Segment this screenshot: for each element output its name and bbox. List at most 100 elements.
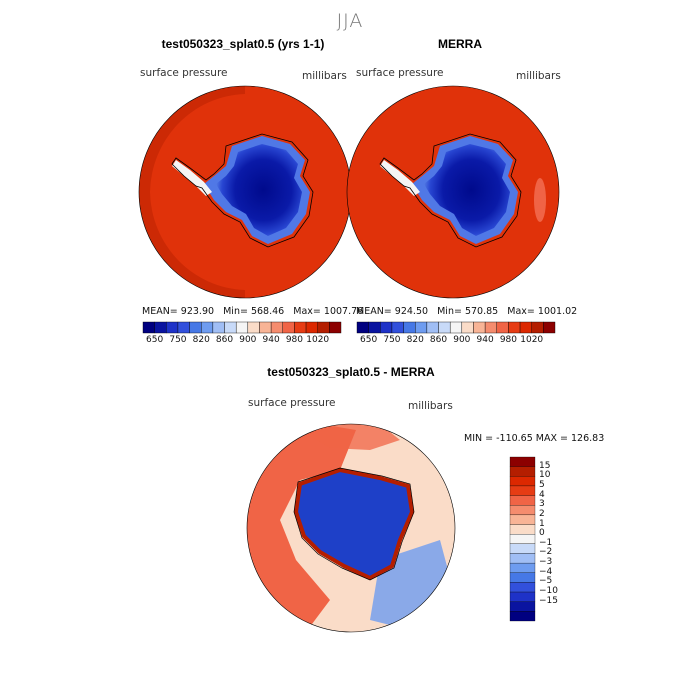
panel2-stats: MEAN= 924.50 Min= 570.85 Max= 1001.02 bbox=[356, 306, 577, 317]
diff-legend-tick-label: 10 bbox=[539, 470, 551, 481]
map2-coastline bbox=[379, 133, 522, 248]
colorbar1-tick-label: 980 bbox=[285, 335, 303, 345]
diff-legend-swatch bbox=[509, 611, 536, 622]
panel2-title: MERRA bbox=[438, 37, 482, 51]
colorbar1-swatch bbox=[224, 321, 237, 334]
colorbar1-swatch bbox=[270, 321, 283, 334]
diff-legend-swatch bbox=[509, 562, 536, 573]
colorbar1-swatch bbox=[154, 321, 167, 334]
season-title: JJA bbox=[336, 10, 364, 32]
map2-ice-interior bbox=[424, 144, 510, 236]
colorbar2-swatch bbox=[531, 321, 544, 334]
colorbar1-tick-label: 820 bbox=[192, 335, 210, 345]
diff-legend-tick-label: −10 bbox=[539, 586, 558, 597]
diff-legend-tick-label: 3 bbox=[539, 499, 545, 510]
colorbar1-swatch bbox=[282, 321, 295, 334]
diff-legend bbox=[509, 456, 536, 622]
diff-legend-tick-label: 1 bbox=[539, 518, 545, 529]
colorbar2-swatch bbox=[508, 321, 521, 334]
colorbar1-swatch bbox=[201, 321, 214, 334]
diff-range-text: MIN = -110.65 MAX = 126.83 bbox=[464, 433, 605, 444]
colorbar1-swatch bbox=[247, 321, 260, 334]
diff-legend-swatch bbox=[509, 485, 536, 496]
map1-ice-interior bbox=[216, 144, 302, 236]
diff-legend-tick-label: 2 bbox=[539, 508, 545, 519]
panel1-title: test050323_splat0.5 (yrs 1-1) bbox=[161, 37, 325, 51]
colorbar2-swatch bbox=[484, 321, 497, 334]
colorbar-panel2 bbox=[356, 321, 556, 334]
panel1-max-label: Max= bbox=[293, 306, 321, 317]
diff-legend-swatch bbox=[509, 514, 536, 525]
diff-legend-swatch bbox=[509, 476, 536, 487]
panel2-field-label: surface pressure bbox=[356, 67, 444, 79]
colorbar-panel1 bbox=[142, 321, 342, 334]
colorbar2-swatch bbox=[543, 321, 556, 334]
map2-border bbox=[346, 85, 560, 299]
diff-legend-tick-label: −3 bbox=[539, 557, 553, 568]
diff-legend-tick-label: −1 bbox=[539, 537, 553, 548]
panel2-mean-label: MEAN= bbox=[356, 306, 392, 317]
panel1-max: 1007.76 bbox=[323, 306, 364, 317]
map-panel1 bbox=[139, 86, 351, 298]
colorbar2-swatch bbox=[496, 321, 509, 334]
colorbar1-swatch bbox=[212, 321, 225, 334]
colorbar2-swatch bbox=[403, 321, 416, 334]
colorbar2-tick-label: 940 bbox=[476, 335, 494, 345]
diff-legend-swatch bbox=[509, 572, 536, 583]
colorbar2-swatch bbox=[380, 321, 393, 334]
colorbar2-swatch bbox=[368, 321, 381, 334]
colorbar2-tick-label: 860 bbox=[429, 335, 448, 345]
colorbar2-swatch bbox=[438, 321, 451, 334]
colorbar1-tick-label: 1020 bbox=[306, 335, 330, 345]
panel2-mean: 924.50 bbox=[394, 306, 429, 317]
colorbar1-tick-label: 750 bbox=[169, 335, 187, 345]
colorbar1-tick-label: 900 bbox=[239, 335, 257, 345]
colorbar2-tick-label: 900 bbox=[453, 335, 471, 345]
diff-legend-swatch bbox=[509, 456, 536, 467]
colorbar2-swatch bbox=[415, 321, 428, 334]
colorbar2-swatch bbox=[356, 321, 369, 334]
map1-outer-band bbox=[139, 86, 245, 298]
diff-field-label: surface pressure bbox=[248, 397, 336, 409]
colorbar1-swatch bbox=[259, 321, 272, 334]
colorbar2-swatch bbox=[461, 321, 474, 334]
map2-peninsula bbox=[380, 160, 420, 196]
panel1-units: millibars bbox=[302, 70, 347, 82]
panel2-min-label: Min= bbox=[437, 306, 462, 317]
diff-title: test050323_splat0.5 - MERRA bbox=[267, 365, 435, 379]
panel1-stats: MEAN= 923.90 Min= 568.46 Max= 1007.76 bbox=[142, 306, 363, 317]
diff-legend-swatch bbox=[509, 495, 536, 506]
diff-legend-tick-label: 15 bbox=[539, 460, 551, 471]
panel2-units: millibars bbox=[516, 70, 561, 82]
colorbar2-swatch bbox=[391, 321, 404, 334]
diff-ice-blue bbox=[296, 470, 412, 578]
colorbar1-swatch bbox=[235, 321, 249, 334]
colorbar2-swatch bbox=[426, 321, 439, 334]
colorbar1-tick-label: 860 bbox=[215, 335, 234, 345]
diff-legend-swatch bbox=[509, 582, 536, 593]
colorbar1-swatch bbox=[317, 321, 330, 334]
colorbar2-swatch bbox=[473, 321, 486, 334]
diff-map-border bbox=[246, 423, 456, 633]
colorbar1-swatch bbox=[177, 321, 190, 334]
colorbar1-swatch bbox=[189, 321, 202, 334]
diff-legend-tick-label: 5 bbox=[539, 479, 545, 490]
colorbar2-tick-label: 650 bbox=[360, 335, 378, 345]
diff-coastline bbox=[293, 467, 415, 581]
panel2-min: 570.85 bbox=[464, 306, 499, 317]
colorbar1-swatch bbox=[166, 321, 179, 334]
diff-legend-tick-label: −15 bbox=[539, 595, 558, 606]
map1-peninsula bbox=[172, 160, 212, 196]
colorbar1-swatch bbox=[329, 321, 342, 334]
diff-legend-tick-label: −5 bbox=[539, 576, 553, 587]
colorbar1-swatch bbox=[294, 321, 307, 334]
diff-legend-swatch bbox=[509, 466, 536, 477]
colorbar1-tick-label: 650 bbox=[146, 335, 164, 345]
diff-positive-region-north bbox=[290, 424, 400, 450]
diff-units: millibars bbox=[408, 400, 453, 412]
colorbar2-tick-label: 1020 bbox=[520, 335, 544, 345]
diff-legend-swatch bbox=[509, 534, 536, 544]
diff-legend-swatch bbox=[509, 524, 536, 535]
